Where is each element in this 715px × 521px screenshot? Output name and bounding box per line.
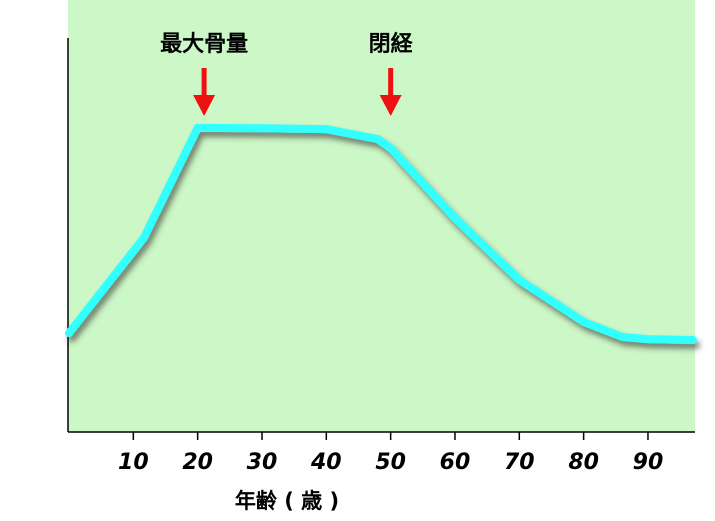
x-tick-label: 10 [118, 450, 149, 475]
data-line [65, 123, 697, 344]
annotation: 閉経 [369, 31, 414, 57]
annotation: 最大骨量 [160, 32, 248, 57]
x-tick-label: 60 [440, 450, 471, 475]
x-tick-label: 30 [247, 450, 278, 475]
plot-area [68, 0, 695, 432]
annotation-arrow-head [379, 95, 402, 116]
x-axis-title: 年齢 ( 歳 ) [235, 489, 339, 513]
annotation-arrow-head [193, 95, 216, 116]
x-tick-label: 20 [182, 450, 213, 475]
x-tick-label: 90 [633, 450, 664, 475]
x-tick-label: 50 [375, 450, 406, 475]
x-tick-label: 70 [504, 450, 535, 475]
x-tick-label: 40 [310, 450, 342, 475]
x-tick-label: 80 [568, 450, 599, 475]
